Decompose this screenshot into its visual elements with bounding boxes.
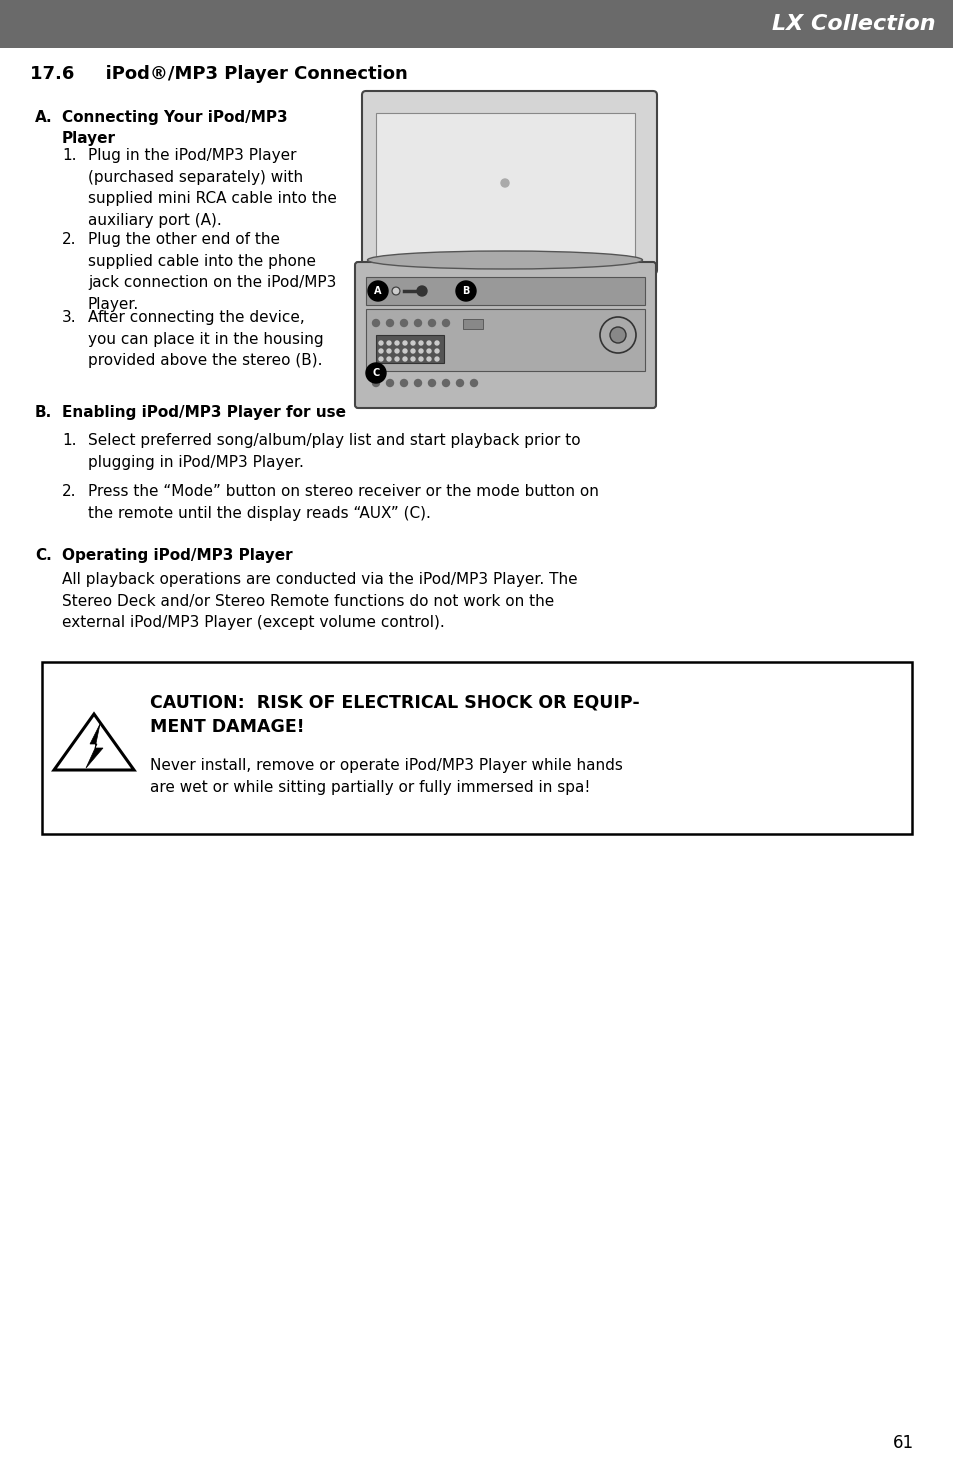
- Text: Enabling iPod/MP3 Player for use: Enabling iPod/MP3 Player for use: [62, 406, 346, 420]
- Circle shape: [599, 317, 636, 353]
- Text: A: A: [374, 286, 381, 296]
- Text: Never install, remove or operate iPod/MP3 Player while hands
are wet or while si: Never install, remove or operate iPod/MP…: [150, 758, 622, 795]
- Circle shape: [386, 320, 393, 326]
- Circle shape: [411, 357, 415, 361]
- Circle shape: [402, 341, 407, 345]
- Text: 2.: 2.: [62, 484, 76, 499]
- Bar: [375, 114, 635, 260]
- Circle shape: [435, 341, 438, 345]
- Text: 3.: 3.: [62, 310, 76, 324]
- Text: 61: 61: [892, 1434, 913, 1451]
- Text: C: C: [372, 367, 379, 378]
- Circle shape: [402, 357, 407, 361]
- Circle shape: [414, 320, 421, 326]
- Circle shape: [435, 350, 438, 353]
- Circle shape: [427, 350, 431, 353]
- Circle shape: [400, 379, 407, 386]
- Bar: [0, 0, 953, 49]
- Text: B.: B.: [35, 406, 52, 420]
- Circle shape: [435, 357, 438, 361]
- Bar: [462, 319, 482, 329]
- Text: Plug the other end of the
supplied cable into the phone
jack connection on the i: Plug the other end of the supplied cable…: [88, 232, 336, 311]
- Text: Press the “Mode” button on stereo receiver or the mode button on
the remote unti: Press the “Mode” button on stereo receiv…: [88, 484, 598, 521]
- Circle shape: [392, 288, 399, 295]
- Ellipse shape: [367, 251, 641, 268]
- Circle shape: [387, 350, 391, 353]
- Bar: [366, 277, 644, 305]
- Text: 1.: 1.: [62, 148, 76, 164]
- Circle shape: [402, 350, 407, 353]
- Text: After connecting the device,
you can place it in the housing
provided above the : After connecting the device, you can pla…: [88, 310, 323, 369]
- Circle shape: [395, 357, 398, 361]
- Circle shape: [411, 341, 415, 345]
- Circle shape: [372, 379, 379, 386]
- Text: 2.: 2.: [62, 232, 76, 246]
- Circle shape: [378, 350, 382, 353]
- Circle shape: [416, 286, 427, 296]
- Text: LX Collection: LX Collection: [772, 13, 935, 34]
- Circle shape: [368, 282, 388, 301]
- Text: All playback operations are conducted via the iPod/MP3 Player. The
Stereo Deck a: All playback operations are conducted vi…: [62, 572, 577, 630]
- Circle shape: [378, 357, 382, 361]
- Circle shape: [400, 320, 407, 326]
- Circle shape: [500, 178, 509, 187]
- FancyBboxPatch shape: [361, 91, 657, 274]
- Text: 1.: 1.: [62, 434, 76, 448]
- Circle shape: [442, 320, 449, 326]
- Text: 17.6     iPod®/MP3 Player Connection: 17.6 iPod®/MP3 Player Connection: [30, 65, 407, 83]
- Circle shape: [427, 341, 431, 345]
- Circle shape: [395, 350, 398, 353]
- Text: Plug in the iPod/MP3 Player
(purchased separately) with
supplied mini RCA cable : Plug in the iPod/MP3 Player (purchased s…: [88, 148, 336, 227]
- Circle shape: [442, 379, 449, 386]
- Polygon shape: [86, 724, 103, 768]
- Circle shape: [395, 341, 398, 345]
- Circle shape: [387, 357, 391, 361]
- Circle shape: [414, 379, 421, 386]
- Bar: [366, 308, 644, 372]
- Text: C.: C.: [35, 549, 51, 563]
- Circle shape: [428, 379, 435, 386]
- Text: Select preferred song/album/play list and start playback prior to
plugging in iP: Select preferred song/album/play list an…: [88, 434, 580, 469]
- Polygon shape: [54, 714, 133, 770]
- Circle shape: [470, 379, 477, 386]
- FancyBboxPatch shape: [355, 263, 656, 409]
- Circle shape: [418, 350, 422, 353]
- Circle shape: [456, 282, 476, 301]
- Text: Operating iPod/MP3 Player: Operating iPod/MP3 Player: [62, 549, 293, 563]
- Circle shape: [378, 341, 382, 345]
- Text: A.: A.: [35, 111, 52, 125]
- Bar: [42, 662, 911, 833]
- Text: Connecting Your iPod/MP3
Player: Connecting Your iPod/MP3 Player: [62, 111, 287, 146]
- Circle shape: [428, 320, 435, 326]
- Circle shape: [366, 363, 386, 384]
- Circle shape: [372, 320, 379, 326]
- Text: CAUTION:  RISK OF ELECTRICAL SHOCK OR EQUIP-
MENT DAMAGE!: CAUTION: RISK OF ELECTRICAL SHOCK OR EQU…: [150, 695, 639, 736]
- Bar: [375, 335, 443, 363]
- Circle shape: [418, 357, 422, 361]
- Circle shape: [386, 379, 393, 386]
- Circle shape: [609, 327, 625, 344]
- Circle shape: [427, 357, 431, 361]
- Circle shape: [418, 341, 422, 345]
- Circle shape: [411, 350, 415, 353]
- Circle shape: [456, 379, 463, 386]
- Text: B: B: [462, 286, 469, 296]
- Circle shape: [387, 341, 391, 345]
